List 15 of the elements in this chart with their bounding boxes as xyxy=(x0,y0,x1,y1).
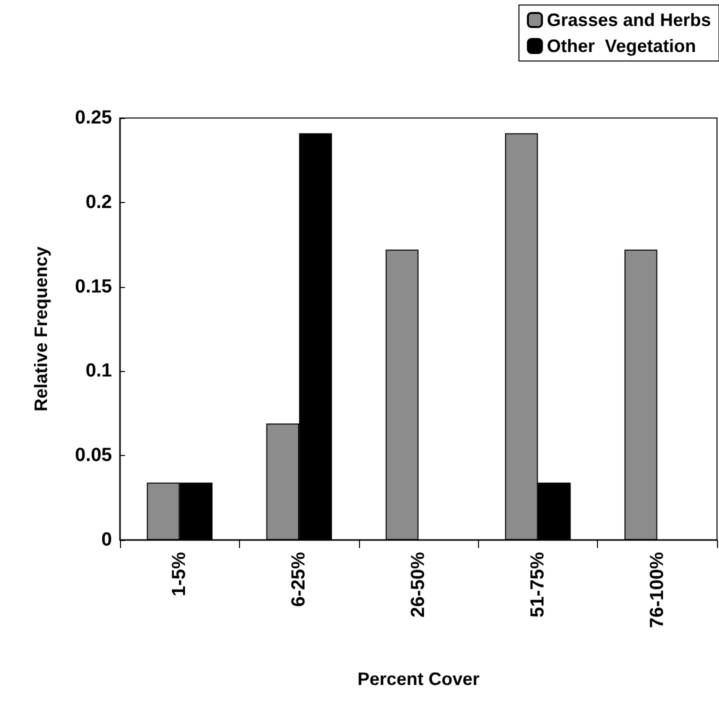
y-tick-label: 0.1 xyxy=(86,360,112,382)
y-tick-label: 0.2 xyxy=(86,192,112,213)
y-tick-label: 0.25 xyxy=(75,108,112,128)
x-axis-title: Percent Cover xyxy=(357,669,480,689)
x-tick-label: 26-50% xyxy=(408,552,429,618)
y-tick-label: 0.05 xyxy=(75,445,112,466)
legend-label: Other Vegetation xyxy=(546,36,696,56)
x-tick-label: 51-75% xyxy=(527,552,548,618)
y-tick-label: 0 xyxy=(101,530,112,550)
x-tick-label: 76-100% xyxy=(646,552,668,628)
x-tick-label: 6-25% xyxy=(288,552,310,607)
y-tick-label: 0.15 xyxy=(75,276,112,298)
x-tick-label: 1-5% xyxy=(169,552,190,596)
y-axis-title: Relative Frequency xyxy=(31,246,51,412)
legend-label: Grasses and Herbs xyxy=(546,10,712,30)
